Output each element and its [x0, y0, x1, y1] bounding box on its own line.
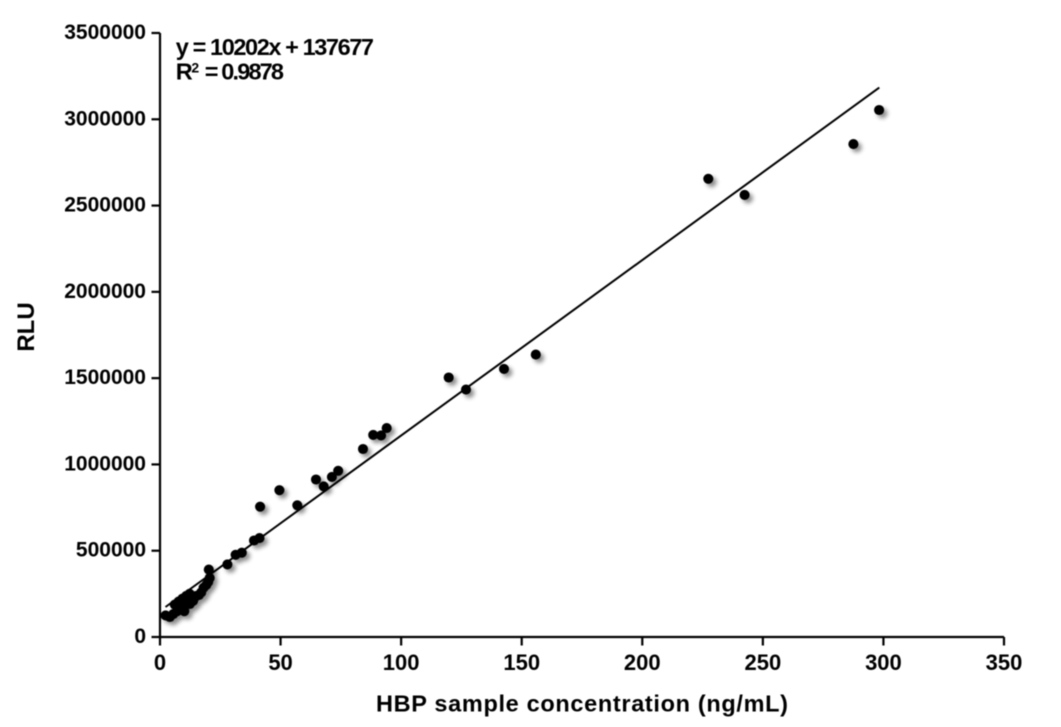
svg-text:50: 50	[268, 650, 292, 675]
svg-text:2500000: 2500000	[64, 194, 146, 217]
svg-text:500000: 500000	[76, 539, 146, 562]
svg-text:3500000: 3500000	[64, 21, 146, 44]
svg-text:1500000: 1500000	[64, 366, 146, 389]
svg-text:2000000: 2000000	[64, 280, 146, 303]
svg-text:300: 300	[865, 650, 902, 675]
svg-text:= 0.9878: = 0.9878	[205, 59, 284, 85]
svg-text:R: R	[176, 59, 193, 85]
svg-text:350: 350	[986, 650, 1023, 675]
svg-text:3000000: 3000000	[64, 107, 146, 130]
svg-text:y = 10202x + 137677: y = 10202x + 137677	[176, 34, 374, 60]
svg-text:2: 2	[191, 60, 199, 76]
svg-text:1000000: 1000000	[64, 452, 146, 475]
svg-text:150: 150	[503, 650, 540, 675]
svg-text:100: 100	[383, 650, 420, 675]
svg-text:250: 250	[745, 650, 782, 675]
svg-text:HBP sample concentration (ng/m: HBP sample concentration (ng/mL)	[376, 690, 788, 716]
svg-text:200: 200	[624, 650, 661, 675]
svg-text:0: 0	[154, 650, 166, 675]
svg-text:RLU: RLU	[13, 302, 40, 351]
svg-text:0: 0	[134, 625, 146, 648]
